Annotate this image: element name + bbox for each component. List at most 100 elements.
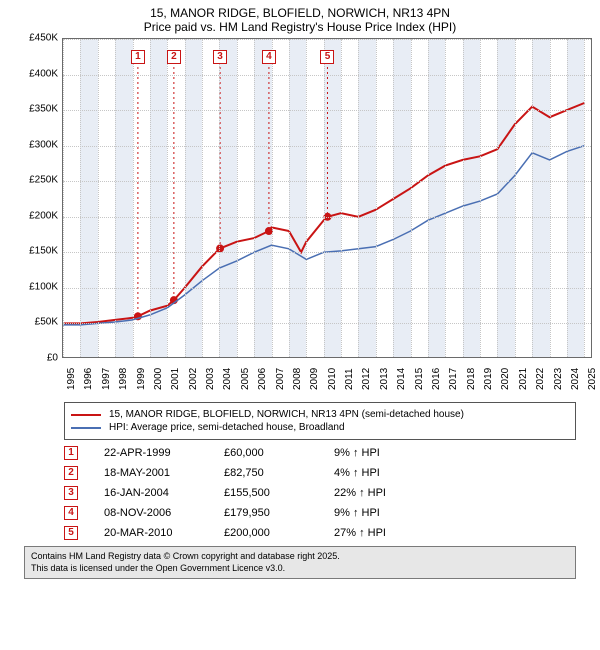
vgrid — [167, 39, 168, 357]
sale-marker-label: 3 — [213, 50, 227, 64]
vgrid — [584, 39, 585, 357]
hgrid — [63, 288, 591, 289]
sale-price: £60,000 — [224, 447, 334, 459]
vgrid — [393, 39, 394, 357]
sale-row: 218-MAY-2001£82,7504% ↑ HPI — [64, 466, 576, 480]
x-axis-label: 2003 — [205, 368, 216, 390]
x-axis-label: 2007 — [275, 368, 286, 390]
vgrid — [515, 39, 516, 357]
sale-row: 520-MAR-2010£200,00027% ↑ HPI — [64, 526, 576, 540]
x-axis-label: 2000 — [153, 368, 164, 390]
x-axis-label: 2013 — [379, 368, 390, 390]
sale-price: £155,500 — [224, 487, 334, 499]
sale-date: 16-JAN-2004 — [104, 487, 224, 499]
vgrid — [411, 39, 412, 357]
y-axis-label: £100K — [29, 281, 58, 292]
sale-marker-label: 4 — [262, 50, 276, 64]
title-line1: 15, MANOR RIDGE, BLOFIELD, NORWICH, NR13… — [8, 6, 592, 20]
x-axis-label: 2010 — [327, 368, 338, 390]
sale-index: 5 — [64, 526, 78, 540]
sale-price: £179,950 — [224, 507, 334, 519]
x-axis-label: 1997 — [101, 368, 112, 390]
x-axis-label: 2024 — [570, 368, 581, 390]
vgrid — [497, 39, 498, 357]
x-axis-label: 1998 — [118, 368, 129, 390]
y-axis-label: £0 — [47, 353, 58, 364]
legend: 15, MANOR RIDGE, BLOFIELD, NORWICH, NR13… — [64, 402, 576, 440]
chart: 12345 1995199619971998199920002001200220… — [22, 38, 592, 398]
vgrid — [532, 39, 533, 357]
sales-table: 122-APR-1999£60,0009% ↑ HPI218-MAY-2001£… — [64, 446, 576, 540]
x-axis-label: 2004 — [222, 368, 233, 390]
copyright-line2: This data is licensed under the Open Gov… — [31, 563, 569, 575]
hgrid — [63, 39, 591, 40]
x-axis-label: 2006 — [257, 368, 268, 390]
x-axis-label: 1999 — [136, 368, 147, 390]
sale-price: £82,750 — [224, 467, 334, 479]
sale-date: 08-NOV-2006 — [104, 507, 224, 519]
vgrid — [202, 39, 203, 357]
hgrid — [63, 146, 591, 147]
vgrid — [306, 39, 307, 357]
x-axis-label: 2001 — [170, 368, 181, 390]
sale-delta: 4% ↑ HPI — [334, 467, 454, 479]
copyright-line1: Contains HM Land Registry data © Crown c… — [31, 551, 569, 563]
legend-swatch — [71, 427, 101, 429]
title-block: 15, MANOR RIDGE, BLOFIELD, NORWICH, NR13… — [0, 0, 600, 38]
hgrid — [63, 217, 591, 218]
y-axis-label: £400K — [29, 68, 58, 79]
x-axis-label: 2020 — [500, 368, 511, 390]
sale-date: 20-MAR-2010 — [104, 527, 224, 539]
vgrid — [550, 39, 551, 357]
series-svg — [63, 39, 593, 359]
legend-text: 15, MANOR RIDGE, BLOFIELD, NORWICH, NR13… — [109, 409, 464, 420]
sale-index: 4 — [64, 506, 78, 520]
vgrid — [341, 39, 342, 357]
x-axis-label: 2016 — [431, 368, 442, 390]
x-axis-label: 2025 — [587, 368, 598, 390]
legend-swatch — [71, 414, 101, 416]
y-axis-label: £450K — [29, 33, 58, 44]
x-axis-label: 2014 — [396, 368, 407, 390]
x-axis-label: 2009 — [309, 368, 320, 390]
vgrid — [98, 39, 99, 357]
vgrid — [150, 39, 151, 357]
vgrid — [463, 39, 464, 357]
sale-delta: 9% ↑ HPI — [334, 447, 454, 459]
sale-date: 22-APR-1999 — [104, 447, 224, 459]
vgrid — [80, 39, 81, 357]
legend-row: 15, MANOR RIDGE, BLOFIELD, NORWICH, NR13… — [71, 409, 569, 420]
legend-row: HPI: Average price, semi-detached house,… — [71, 422, 569, 433]
hgrid — [63, 110, 591, 111]
x-axis-label: 2002 — [188, 368, 199, 390]
plot-area: 1 2 3 4 5 — [62, 38, 592, 358]
vgrid — [480, 39, 481, 357]
y-axis-label: £50K — [35, 317, 58, 328]
vgrid — [63, 39, 64, 357]
sale-marker-label: 2 — [167, 50, 181, 64]
sale-index: 2 — [64, 466, 78, 480]
hgrid — [63, 252, 591, 253]
vgrid — [133, 39, 134, 357]
vgrid — [358, 39, 359, 357]
x-axis-label: 2012 — [361, 368, 372, 390]
vgrid — [445, 39, 446, 357]
sale-delta: 22% ↑ HPI — [334, 487, 454, 499]
vgrid — [289, 39, 290, 357]
x-axis-label: 2017 — [448, 368, 459, 390]
vgrid — [324, 39, 325, 357]
hgrid — [63, 75, 591, 76]
sale-marker-label: 1 — [131, 50, 145, 64]
sale-marker-label: 5 — [320, 50, 334, 64]
sale-row: 408-NOV-2006£179,9509% ↑ HPI — [64, 506, 576, 520]
chart-container: 15, MANOR RIDGE, BLOFIELD, NORWICH, NR13… — [0, 0, 600, 579]
vgrid — [254, 39, 255, 357]
vgrid — [219, 39, 220, 357]
x-axis-label: 2011 — [344, 368, 355, 390]
y-axis-label: £200K — [29, 210, 58, 221]
x-axis-label: 2018 — [466, 368, 477, 390]
sale-index: 3 — [64, 486, 78, 500]
copyright-notice: Contains HM Land Registry data © Crown c… — [24, 546, 576, 579]
vgrid — [185, 39, 186, 357]
x-axis-label: 2015 — [414, 368, 425, 390]
